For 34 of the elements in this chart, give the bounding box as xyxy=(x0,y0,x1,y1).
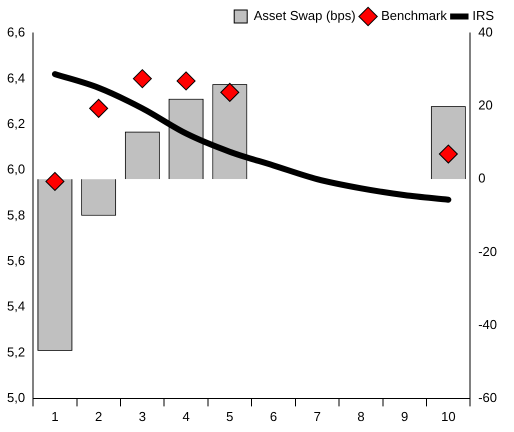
y-tick-label: 5,8 xyxy=(6,207,26,222)
y-tick-label: 5,4 xyxy=(6,298,26,314)
point xyxy=(132,69,152,88)
point xyxy=(438,144,458,164)
x-tick-label: 4 xyxy=(182,408,190,424)
legend-label: IRS xyxy=(472,8,494,24)
y2-tick-label: 0 xyxy=(478,170,486,186)
point xyxy=(220,82,240,102)
x-tick-label: 2 xyxy=(95,408,102,424)
legend-label: Benchmark xyxy=(381,8,448,24)
y2-tick-label: 40 xyxy=(478,24,493,40)
legend-label: Asset Swap (bps) xyxy=(254,8,356,24)
y2-tick-label: -40 xyxy=(478,316,498,332)
x-tick-label: 9 xyxy=(401,408,408,424)
y-tick-label: 5,6 xyxy=(6,252,26,268)
y-tick-label: 6,2 xyxy=(6,116,26,131)
y2-tick-label: -60 xyxy=(478,390,498,405)
y-tick-label: 6,6 xyxy=(6,24,26,40)
point xyxy=(176,71,196,90)
x-tick-label: 6 xyxy=(270,408,278,424)
x-tick-label: 8 xyxy=(357,408,365,424)
x-tick-label: 1 xyxy=(51,408,59,424)
y-tick-label: 5,0 xyxy=(6,390,26,405)
y-tick-label: 6,0 xyxy=(6,162,26,177)
x-tick-label: 7 xyxy=(314,408,321,424)
y-tick-label: 5,2 xyxy=(6,344,26,360)
y2-tick-label: -20 xyxy=(478,244,498,259)
y2-tick-label: 20 xyxy=(478,98,493,113)
x-tick-label: 10 xyxy=(441,408,456,424)
x-tick-label: 3 xyxy=(138,408,146,424)
y-tick-label: 6,4 xyxy=(6,70,26,86)
point xyxy=(45,172,64,191)
point xyxy=(89,98,108,118)
x-tick-label: 5 xyxy=(226,408,234,424)
